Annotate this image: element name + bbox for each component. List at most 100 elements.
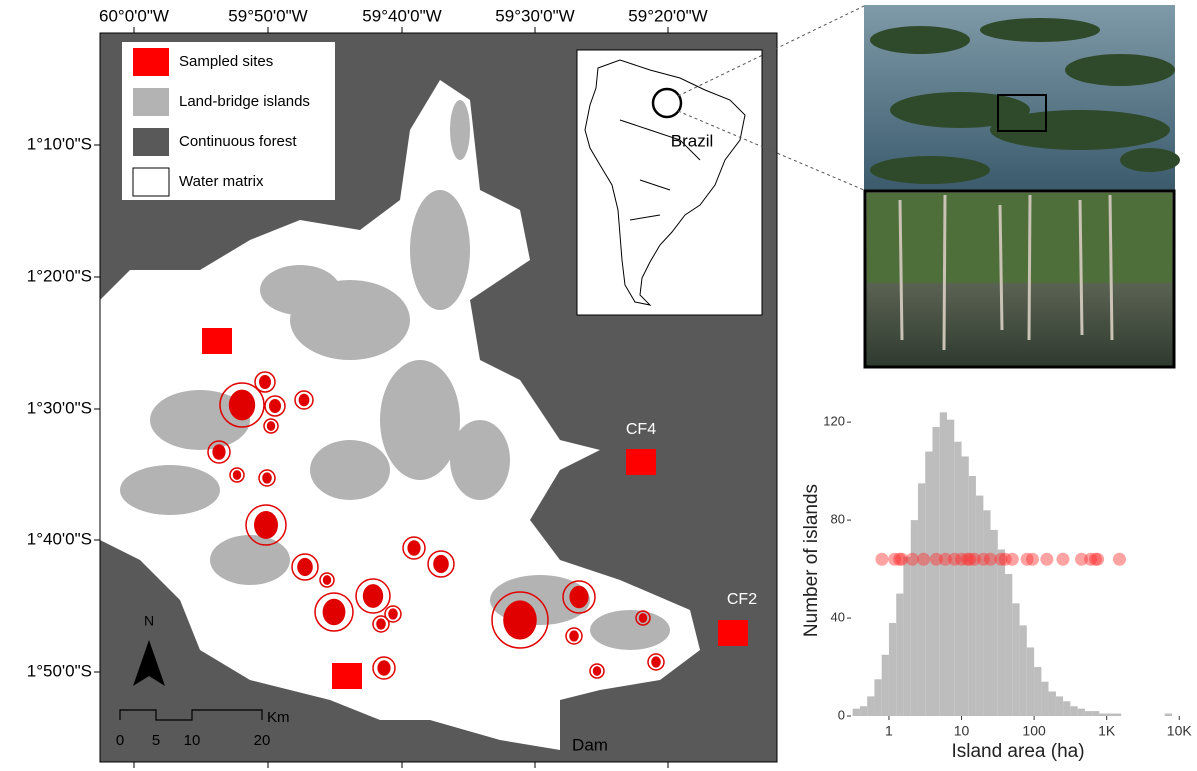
bar — [918, 483, 925, 716]
sampled-island — [593, 666, 601, 676]
sampled-island — [267, 421, 275, 431]
sampled-island — [299, 394, 310, 407]
lat-label: 1°40'0"S — [27, 529, 92, 548]
bar — [1034, 667, 1041, 716]
site-label: CF1 — [293, 667, 323, 684]
bar — [896, 594, 903, 716]
site-marker — [332, 663, 362, 689]
bar — [1092, 711, 1099, 716]
sampled-island — [407, 540, 420, 555]
sampled-island — [297, 558, 313, 576]
bar — [889, 623, 896, 716]
site-label: CF3 — [161, 321, 191, 338]
bar — [882, 655, 889, 716]
bar — [860, 706, 867, 716]
sampled-island-point — [1026, 553, 1039, 566]
sampled-island-point — [1091, 553, 1104, 566]
aerial-photo — [864, 5, 1180, 190]
lon-label: 59°20'0"W — [628, 6, 707, 25]
sampled-island — [377, 660, 390, 675]
bar — [874, 679, 881, 716]
ground-photo — [865, 191, 1174, 367]
bar — [1085, 711, 1092, 716]
lon-label: 59°50'0"W — [228, 6, 307, 25]
bar — [1063, 701, 1070, 716]
sampled-island-point — [875, 553, 888, 566]
legend-label: Sampled sites — [179, 53, 273, 70]
dam-label: Dam — [572, 735, 608, 754]
site-marker — [626, 449, 656, 475]
bar — [903, 557, 910, 716]
sampled-island — [323, 575, 331, 585]
lat-label: 1°20'0"S — [27, 266, 92, 285]
bar — [1012, 603, 1019, 716]
sampled-island — [262, 472, 272, 483]
bar — [1049, 692, 1056, 716]
bar — [1070, 706, 1077, 716]
site-label: CF2 — [727, 591, 757, 608]
inset-label: Brazil — [671, 131, 714, 150]
sampled-island — [569, 586, 588, 608]
bar — [867, 696, 874, 716]
bar — [976, 496, 983, 716]
bar — [1005, 574, 1012, 716]
sampled-island — [229, 390, 255, 421]
bar — [947, 420, 954, 716]
figure: 60°0'0"W59°50'0"W59°40'0"W59°30'0"W59°20… — [0, 0, 1197, 771]
x-tick-label: 100 — [1022, 723, 1046, 739]
y-tick-label: 120 — [823, 414, 845, 429]
bar — [1027, 647, 1034, 716]
y-tick-label: 40 — [831, 609, 845, 624]
legend-swatch — [133, 48, 169, 76]
sampled-island — [569, 630, 579, 641]
scale-label: 10 — [184, 732, 201, 749]
scale-label: 0 — [116, 732, 124, 749]
sampled-island — [388, 608, 398, 619]
site-marker — [202, 328, 232, 354]
x-tick-label: 10 — [954, 723, 970, 739]
bar — [969, 476, 976, 716]
lon-label: 60°0'0"W — [99, 6, 169, 25]
bar — [1114, 714, 1121, 716]
sampled-island — [259, 375, 271, 389]
y-axis-title: Number of islands — [801, 484, 822, 637]
site-label: CF4 — [626, 421, 656, 438]
bar — [983, 510, 990, 716]
bar — [998, 549, 1005, 716]
sampled-island-point — [1056, 553, 1069, 566]
sampled-island-point — [1113, 553, 1126, 566]
bar — [1020, 625, 1027, 716]
scale-label: 20 — [254, 732, 271, 749]
bar — [1041, 682, 1048, 716]
scale-label: 5 — [152, 732, 160, 749]
bar — [853, 709, 860, 716]
bar — [925, 452, 932, 716]
y-tick-label: 0 — [838, 707, 845, 722]
legend-swatch — [133, 168, 169, 196]
legend-swatch — [133, 88, 169, 116]
site-marker — [718, 620, 748, 646]
sampled-island — [212, 444, 225, 459]
sampled-island — [376, 618, 386, 629]
inset-map — [577, 50, 762, 315]
sampled-island — [651, 656, 661, 667]
north-label: N — [144, 613, 154, 629]
bar — [954, 442, 961, 716]
sampled-island — [503, 600, 537, 639]
bar — [911, 520, 918, 716]
bar — [1056, 696, 1063, 716]
sampled-island — [639, 613, 647, 623]
sampled-island — [433, 555, 449, 573]
sampled-island — [363, 584, 383, 608]
bar — [932, 427, 939, 716]
sampled-island — [254, 511, 278, 539]
sampled-island-point — [1006, 553, 1019, 566]
legend-label: Continuous forest — [179, 133, 297, 150]
legend-label: Land-bridge islands — [179, 93, 310, 110]
legend: Sampled sites Land-bridge islands Continuo… — [122, 42, 335, 200]
x-tick-label: 1 — [885, 723, 893, 739]
sampled-island-point — [906, 553, 919, 566]
bar — [1078, 709, 1085, 716]
x-axis-title: Island area (ha) — [951, 741, 1084, 762]
bar — [1099, 714, 1106, 716]
